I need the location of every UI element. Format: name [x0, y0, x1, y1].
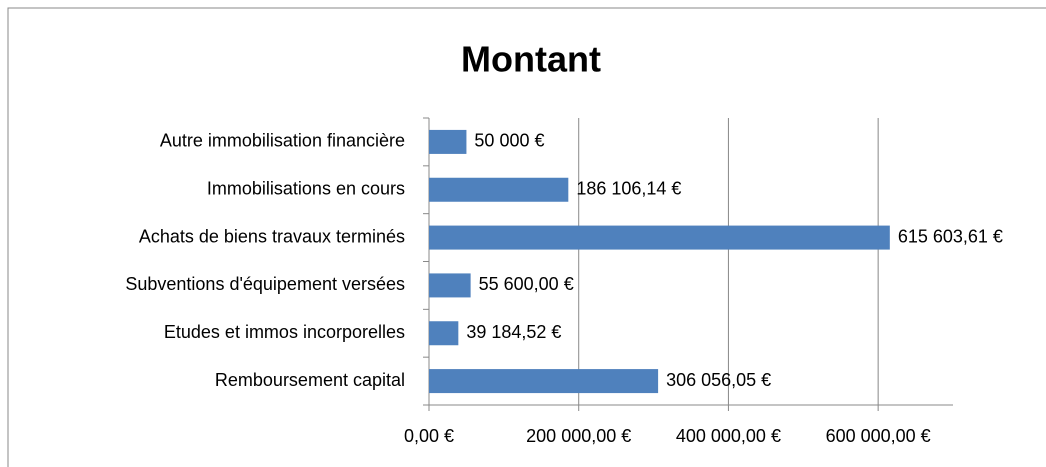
y-tick-label: Autre immobilisation financière	[160, 131, 405, 151]
bar	[429, 369, 659, 394]
value-label: 306 056,05 €	[666, 370, 771, 390]
bar	[429, 225, 890, 250]
value-label: 50 000 €	[474, 131, 544, 151]
y-tick-label: Achats de biens travaux terminés	[139, 226, 405, 246]
bar	[429, 177, 569, 202]
value-label: 186 106,14 €	[576, 179, 681, 199]
bar	[429, 129, 467, 154]
x-tick-label: 400 000,00 €	[676, 426, 781, 446]
chart-title: Montant	[461, 39, 601, 80]
chart-border	[7, 7, 1046, 467]
x-tick-label: 0,00 €	[404, 426, 454, 446]
bar	[429, 273, 471, 298]
value-label: 55 600,00 €	[479, 274, 574, 294]
x-tick-label: 600 000,00 €	[826, 426, 931, 446]
y-tick-label: Etudes et immos incorporelles	[164, 322, 405, 342]
bar	[429, 321, 459, 346]
y-tick-label: Subventions d'équipement versées	[125, 274, 405, 294]
x-tick-label: 200 000,00 €	[526, 426, 631, 446]
y-tick-label: Immobilisations en cours	[207, 179, 405, 199]
value-label: 39 184,52 €	[466, 322, 561, 342]
y-tick-label: Remboursement capital	[215, 370, 405, 390]
value-label: 615 603,61 €	[898, 226, 1003, 246]
